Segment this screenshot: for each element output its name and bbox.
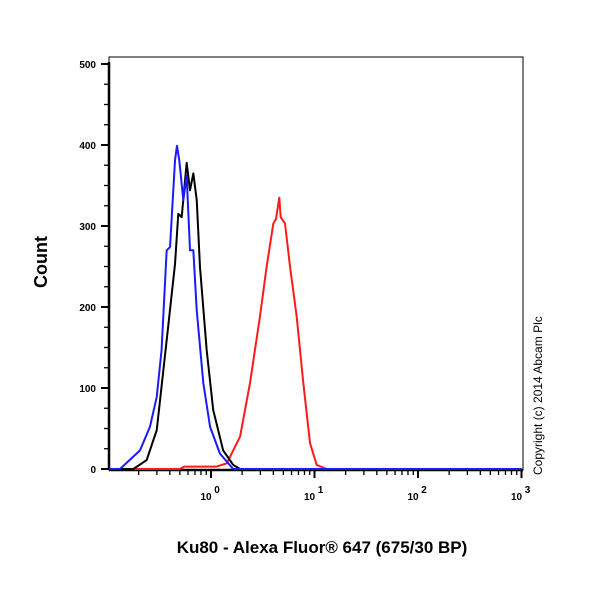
y-tick-label: 400 xyxy=(79,141,96,152)
y-tick-label: 200 xyxy=(79,303,96,314)
x-tick-exponent: 2 xyxy=(421,485,427,496)
y-tick-label: 500 xyxy=(79,60,96,71)
copyright-annotation: Copyright (c) 2014 Abcam Plc xyxy=(531,316,545,475)
x-tick-exponent: 0 xyxy=(214,485,220,496)
series-blue-line xyxy=(109,144,522,470)
series-group xyxy=(109,144,522,470)
series-red-line xyxy=(109,196,522,470)
x-axis-title: Ku80 - Alexa Fluor® 647 (675/30 BP) xyxy=(177,538,468,557)
x-tick-exponent: 1 xyxy=(318,485,324,496)
x-tick-label: 10 xyxy=(407,492,419,503)
y-axis: 0 100 200 300 400 500 xyxy=(79,60,111,476)
x-tick-label: 10 xyxy=(511,492,523,503)
x-tick-label: 10 xyxy=(200,492,212,503)
y-tick-label: 0 xyxy=(90,465,96,476)
x-tick-exponent: 3 xyxy=(525,485,531,496)
y-axis-title: Count xyxy=(31,236,51,288)
plot-frame xyxy=(108,56,524,471)
series-black-line xyxy=(109,161,522,470)
y-tick-label: 300 xyxy=(79,222,96,233)
x-tick-label: 10 xyxy=(304,492,316,503)
y-tick-label: 100 xyxy=(79,384,96,395)
